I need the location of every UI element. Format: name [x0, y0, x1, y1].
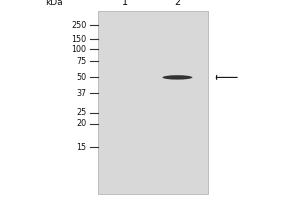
Text: 150: 150: [71, 34, 86, 44]
Text: 75: 75: [76, 56, 86, 66]
Text: 15: 15: [76, 142, 86, 152]
Text: 1: 1: [122, 0, 128, 7]
FancyBboxPatch shape: [98, 11, 208, 194]
Ellipse shape: [162, 75, 192, 80]
Text: 20: 20: [76, 119, 86, 129]
Text: 37: 37: [76, 88, 86, 98]
Text: 250: 250: [71, 21, 86, 29]
Text: 25: 25: [76, 108, 86, 117]
Text: kDa: kDa: [45, 0, 63, 7]
Text: 2: 2: [174, 0, 181, 7]
Text: 100: 100: [71, 45, 86, 53]
Text: 50: 50: [76, 72, 86, 82]
